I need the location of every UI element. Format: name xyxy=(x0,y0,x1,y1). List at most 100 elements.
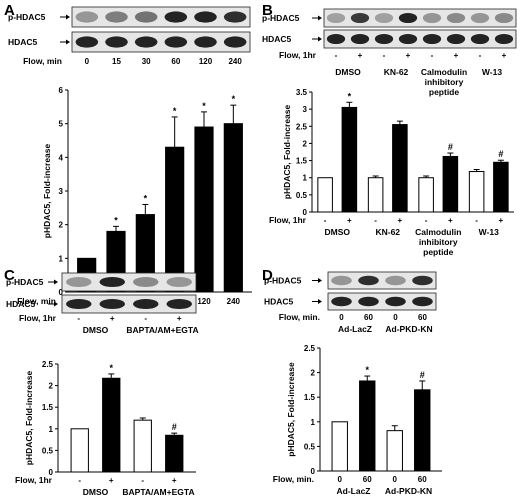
blot-lane-label: 0 xyxy=(339,313,344,322)
significance-marker: # xyxy=(420,370,425,380)
blot-lane-label: + xyxy=(177,314,182,323)
y-axis-label: pHDAC5, Fold-increase xyxy=(286,362,296,457)
arrow-icon xyxy=(318,36,322,42)
bar xyxy=(468,171,485,213)
bar xyxy=(317,177,333,213)
bar xyxy=(367,177,384,213)
y-tick-label: 0 xyxy=(49,468,54,477)
blot-group-label: Ad-PKD-KN xyxy=(385,324,432,334)
x-category-label: 0 xyxy=(338,475,343,484)
blot-band xyxy=(494,12,514,24)
y-tick-label: 3 xyxy=(303,105,308,114)
blot-lane-label: + xyxy=(358,51,363,60)
blot-row-label: Flow, 1hr xyxy=(279,50,317,60)
bar xyxy=(392,124,408,213)
x-category-label: - xyxy=(141,476,144,485)
significance-marker: * xyxy=(173,106,177,116)
x-category-label: 60 xyxy=(418,475,427,484)
blot-lane-label: + xyxy=(110,314,115,323)
blot-band xyxy=(223,36,247,48)
bar xyxy=(414,389,431,472)
significance-marker: * xyxy=(202,101,206,111)
panel-letter: C xyxy=(4,267,15,284)
blot-band xyxy=(326,33,346,45)
blot-band xyxy=(470,12,490,24)
blot-lane-label: 0 xyxy=(85,57,90,66)
blot-band xyxy=(105,11,128,23)
bar xyxy=(102,377,121,473)
blot-lane-label: - xyxy=(335,51,338,60)
blot-band xyxy=(164,36,188,48)
blot-lane-label: 60 xyxy=(171,57,180,66)
significance-marker: * xyxy=(144,193,148,203)
y-tick-label: 6 xyxy=(59,86,64,95)
x-category-label: 120 xyxy=(197,297,211,306)
blot-band xyxy=(133,298,159,310)
blot-band xyxy=(223,11,247,23)
x-category-label: + xyxy=(347,216,352,225)
x-axis-label: Flow, 1hr xyxy=(269,215,307,225)
blot-lane-label: 15 xyxy=(112,57,121,66)
x-axis-label: Flow, min. xyxy=(273,474,314,484)
significance-marker: # xyxy=(498,149,503,159)
y-tick-label: 2.5 xyxy=(42,360,54,369)
blot-band xyxy=(75,36,99,48)
y-tick-label: 2 xyxy=(49,382,54,391)
x-category-label: - xyxy=(324,216,327,225)
x-category-label: + xyxy=(499,216,504,225)
bar xyxy=(386,430,403,472)
bar xyxy=(133,419,152,473)
x-axis-label: Flow, min xyxy=(17,296,56,306)
y-tick-label: 4 xyxy=(59,153,64,162)
y-tick-label: 3 xyxy=(59,187,64,196)
blot-band xyxy=(385,275,406,286)
x-category-label: - xyxy=(475,216,478,225)
blot-lane-label: 60 xyxy=(364,313,373,322)
blot-lane-label: + xyxy=(406,51,411,60)
blot-band xyxy=(99,298,125,310)
blot-band xyxy=(134,11,158,23)
blot-lane-label: + xyxy=(502,51,507,60)
x-category-label: - xyxy=(425,216,428,225)
blot-band xyxy=(398,12,418,24)
bar xyxy=(442,155,459,213)
blot-lane-label: - xyxy=(431,51,434,60)
significance-marker: # xyxy=(448,142,453,152)
y-tick-label: 0 xyxy=(311,467,316,476)
y-tick-label: 0 xyxy=(59,288,64,297)
blot-lane-label: 240 xyxy=(228,57,242,66)
arrow-icon xyxy=(318,15,322,21)
bar xyxy=(341,106,358,213)
x-category-label: - xyxy=(78,476,81,485)
blot-band xyxy=(374,12,394,24)
blot-lane-label: 30 xyxy=(142,57,151,66)
x-group-label: W-13 xyxy=(479,227,499,237)
blot-lane-label: - xyxy=(77,314,80,323)
blot-group-label: Ad-LacZ xyxy=(338,324,372,334)
x-group-label: Ad-LacZ xyxy=(337,486,371,496)
blot-lane-label: 120 xyxy=(199,57,213,66)
y-tick-label: 3.5 xyxy=(296,88,308,97)
blot-protein-label: HDAC5 xyxy=(6,299,36,309)
blot-protein-label: HDAC5 xyxy=(8,37,38,47)
x-category-label: + xyxy=(398,216,403,225)
x-group-label: KN-62 xyxy=(375,227,400,237)
blot-row-label: Flow, min xyxy=(23,56,62,66)
x-category-label: + xyxy=(109,476,114,485)
y-tick-label: 1 xyxy=(303,174,308,183)
blot-band xyxy=(494,33,514,45)
y-tick-label: 2.5 xyxy=(304,344,316,353)
bar xyxy=(418,177,434,213)
blot-lane-label: 60 xyxy=(418,313,427,322)
blot-band xyxy=(331,275,352,286)
blot-band xyxy=(358,296,379,307)
blot-band xyxy=(105,36,128,48)
blot-lane-label: - xyxy=(144,314,147,323)
significance-marker: * xyxy=(114,215,118,225)
blot-strip xyxy=(327,271,437,290)
blot-band xyxy=(66,276,92,288)
blot-band xyxy=(166,298,192,310)
